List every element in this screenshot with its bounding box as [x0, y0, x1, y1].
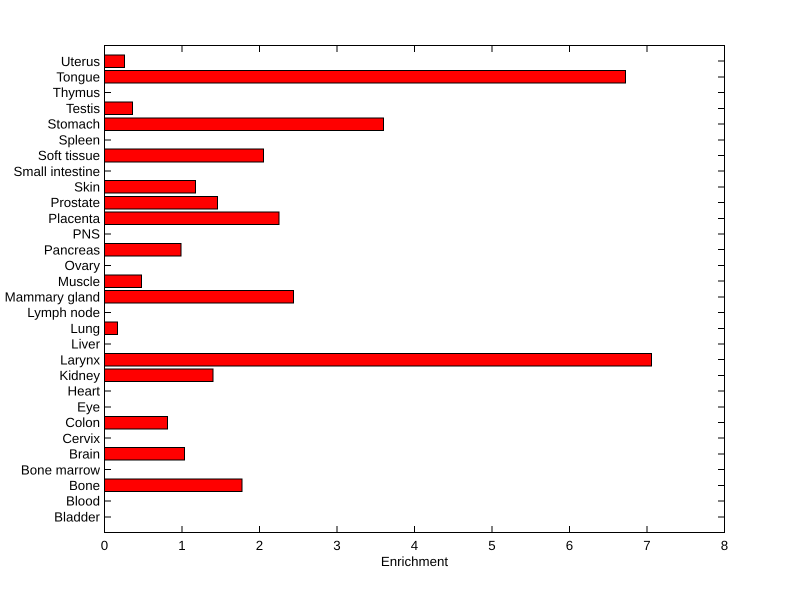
svg-text:Eye: Eye: [77, 399, 100, 414]
svg-text:Placenta: Placenta: [48, 211, 100, 226]
svg-text:8: 8: [721, 538, 728, 553]
svg-text:Kidney: Kidney: [59, 368, 100, 383]
svg-text:Prostate: Prostate: [50, 195, 100, 210]
svg-text:Mammary gland: Mammary gland: [5, 289, 100, 304]
svg-text:7: 7: [643, 538, 650, 553]
svg-text:Enrichment: Enrichment: [381, 554, 449, 569]
svg-text:Spleen: Spleen: [59, 132, 100, 147]
svg-text:Stomach: Stomach: [48, 117, 100, 132]
svg-text:Colon: Colon: [65, 415, 100, 430]
svg-text:Lymph node: Lymph node: [27, 305, 100, 320]
svg-text:Testis: Testis: [66, 101, 100, 116]
svg-text:2: 2: [256, 538, 263, 553]
svg-text:Bone: Bone: [69, 478, 100, 493]
svg-text:Uterus: Uterus: [61, 54, 101, 69]
svg-text:4: 4: [411, 538, 418, 553]
svg-text:Heart: Heart: [67, 384, 100, 399]
svg-text:3: 3: [333, 538, 340, 553]
svg-text:Larynx: Larynx: [60, 352, 100, 367]
svg-text:Bone marrow: Bone marrow: [21, 462, 100, 477]
svg-text:Ovary: Ovary: [65, 258, 101, 273]
svg-text:Muscle: Muscle: [58, 274, 100, 289]
svg-text:PNS: PNS: [73, 227, 100, 242]
svg-text:Lung: Lung: [70, 321, 100, 336]
svg-text:Brain: Brain: [69, 447, 100, 462]
svg-text:Cervix: Cervix: [62, 431, 100, 446]
svg-text:Blood: Blood: [66, 494, 100, 509]
svg-text:0: 0: [101, 538, 108, 553]
svg-text:5: 5: [488, 538, 495, 553]
svg-text:Small intestine: Small intestine: [14, 164, 100, 179]
svg-text:6: 6: [566, 538, 573, 553]
svg-text:1: 1: [178, 538, 185, 553]
svg-text:Tongue: Tongue: [56, 70, 100, 85]
svg-text:Thymus: Thymus: [53, 85, 101, 100]
svg-text:Liver: Liver: [71, 337, 100, 352]
svg-text:Skin: Skin: [74, 179, 100, 194]
svg-text:Bladder: Bladder: [54, 509, 100, 524]
svg-text:Soft tissue: Soft tissue: [38, 148, 100, 163]
svg-text:Pancreas: Pancreas: [44, 242, 101, 257]
